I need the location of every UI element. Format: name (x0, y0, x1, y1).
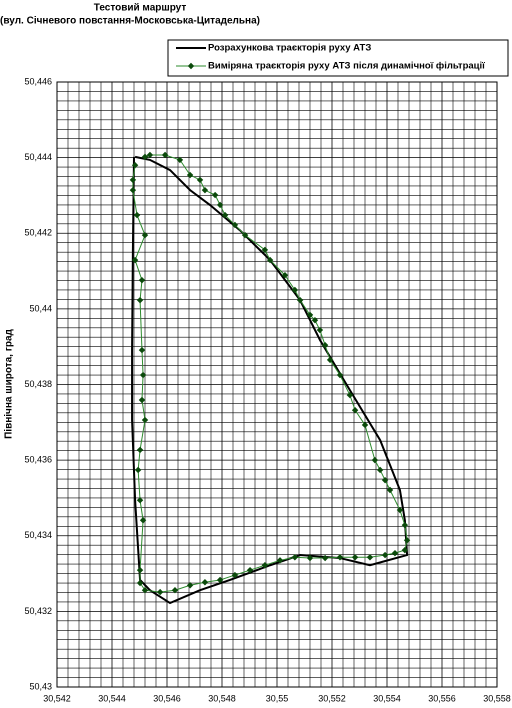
data-point (171, 587, 179, 594)
data-point (371, 456, 379, 464)
data-point (138, 396, 146, 404)
y-tick-label: 50,438 (24, 379, 52, 389)
series-line (132, 154, 408, 593)
data-point (141, 231, 149, 239)
data-point (321, 341, 329, 349)
data-point (361, 421, 369, 429)
data-point (129, 186, 137, 194)
y-tick-label: 50,444 (24, 152, 52, 162)
x-tick-label: 30,548 (208, 693, 236, 703)
data-point (139, 517, 147, 524)
legend-marker (187, 62, 195, 70)
data-point (131, 161, 139, 169)
data-point (261, 246, 269, 254)
data-point (403, 537, 411, 544)
legend-label: Виміряна траєкторія руху АТЗ після динам… (208, 61, 485, 72)
data-point (336, 554, 344, 561)
plot-frame (56, 81, 498, 688)
data-point (221, 211, 229, 219)
x-tick-label: 30,544 (98, 693, 126, 703)
data-point (141, 416, 149, 424)
x-tick-label: 30,556 (428, 693, 456, 703)
legend-label: Розрахункова траєкторія руху АТЗ (208, 43, 371, 54)
data-point (136, 446, 144, 454)
data-point (346, 391, 354, 399)
data-point (291, 554, 299, 561)
data-point (133, 211, 141, 219)
chart-subtitle: (вул. Січневого повстання-Московська-Цит… (0, 16, 260, 27)
y-tick-label: 50,434 (24, 530, 52, 540)
data-point (396, 506, 404, 514)
x-tick-label: 30,546 (153, 693, 181, 703)
data-point (141, 587, 149, 594)
data-point (231, 571, 239, 579)
y-tick-label: 50,43 (29, 681, 52, 691)
y-tick-label: 50,436 (24, 455, 52, 465)
data-point (139, 371, 147, 379)
data-point (136, 579, 144, 587)
chart-title: Тестовий маршрут (94, 3, 187, 14)
data-point (306, 554, 314, 562)
data-point (351, 554, 359, 561)
data-point (136, 296, 144, 304)
data-point (156, 588, 164, 596)
data-point (306, 311, 314, 319)
data-point (381, 551, 389, 559)
y-tick-label: 50,446 (24, 76, 52, 86)
data-point (266, 256, 274, 264)
y-tick-label: 50,442 (24, 228, 52, 238)
y-tick-label: 50,44 (29, 303, 52, 313)
data-point (321, 554, 329, 562)
data-point (281, 272, 289, 279)
data-point (376, 466, 384, 474)
x-tick-label: 30,552 (318, 693, 346, 703)
data-point (241, 231, 249, 239)
data-point (326, 356, 334, 364)
data-point (401, 546, 409, 554)
data-point (201, 579, 209, 586)
data-point (129, 176, 137, 184)
data-point (336, 371, 344, 379)
data-point (186, 171, 194, 179)
data-point (138, 346, 146, 354)
data-point (161, 151, 169, 159)
data-point (291, 286, 299, 294)
data-point (196, 176, 204, 184)
data-point (401, 521, 409, 529)
x-tick-label: 30,558 (483, 693, 511, 703)
data-point (136, 566, 144, 574)
data-point (386, 486, 394, 494)
legend-box (167, 39, 509, 77)
data-point (211, 191, 219, 199)
data-point (131, 256, 139, 264)
data-point (146, 151, 154, 159)
data-point (186, 582, 194, 589)
x-tick-label: 30,55 (266, 693, 289, 703)
data-point (216, 576, 224, 584)
data-point (316, 326, 324, 334)
data-point (381, 476, 389, 484)
y-axis-label: Північна широта, град (4, 328, 15, 438)
data-point (391, 549, 399, 557)
data-point (201, 186, 209, 194)
data-point (261, 562, 269, 569)
data-point (138, 276, 146, 284)
data-point (311, 317, 319, 324)
data-point (176, 156, 184, 164)
y-tick-label: 50,432 (24, 606, 52, 616)
data-point (296, 296, 304, 304)
data-point (351, 407, 359, 414)
data-point (136, 497, 144, 504)
data-point (231, 221, 239, 229)
data-point (366, 554, 374, 561)
x-tick-label: 30,542 (43, 693, 71, 703)
data-point (134, 466, 142, 474)
data-point (276, 557, 284, 564)
data-point (141, 153, 149, 161)
data-point (216, 201, 224, 209)
data-point (246, 566, 254, 574)
x-tick-label: 30,554 (373, 693, 401, 703)
